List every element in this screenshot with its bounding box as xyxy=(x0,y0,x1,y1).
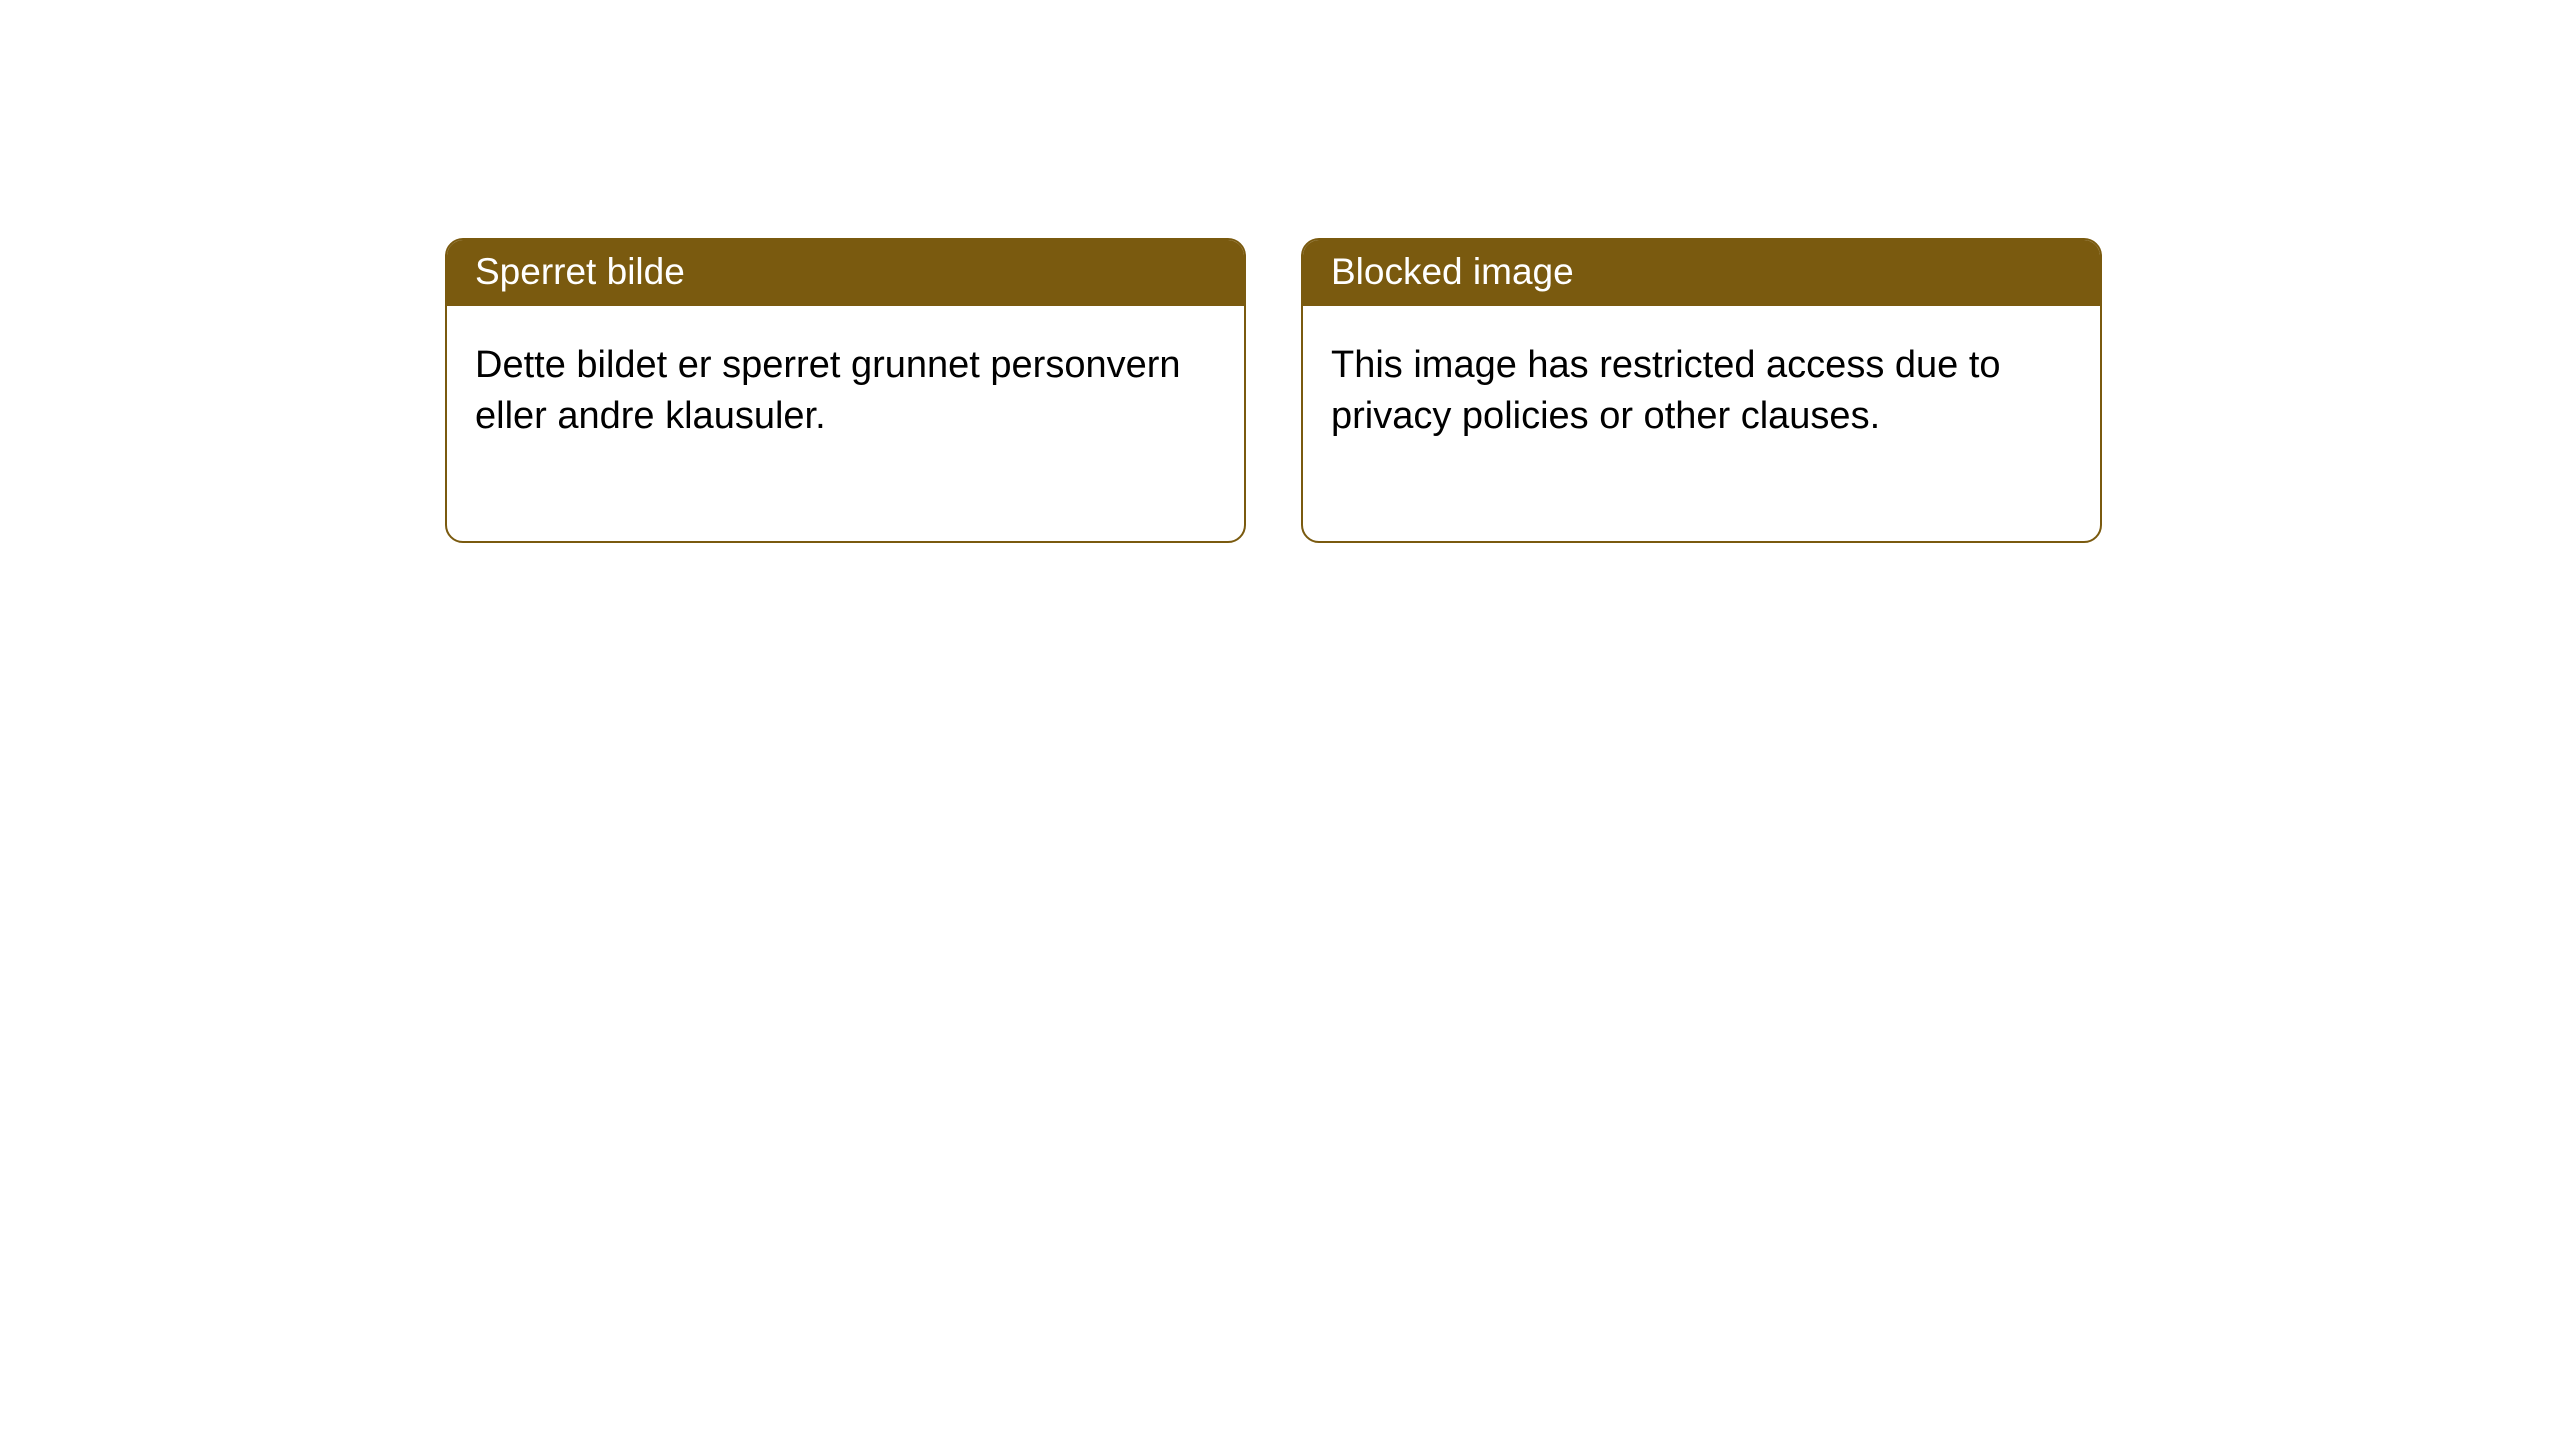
card-header-english: Blocked image xyxy=(1303,240,2100,306)
card-body-text: Dette bildet er sperret grunnet personve… xyxy=(475,344,1181,437)
card-title-text: Blocked image xyxy=(1331,251,1574,292)
cards-container: Sperret bilde Dette bildet er sperret gr… xyxy=(445,238,2102,543)
card-body-english: This image has restricted access due to … xyxy=(1303,306,2100,541)
card-body-text: This image has restricted access due to … xyxy=(1331,344,2001,437)
card-body-norwegian: Dette bildet er sperret grunnet personve… xyxy=(447,306,1244,541)
blocked-image-card-norwegian: Sperret bilde Dette bildet er sperret gr… xyxy=(445,238,1246,543)
card-header-norwegian: Sperret bilde xyxy=(447,240,1244,306)
card-title-text: Sperret bilde xyxy=(475,251,685,292)
blocked-image-card-english: Blocked image This image has restricted … xyxy=(1301,238,2102,543)
